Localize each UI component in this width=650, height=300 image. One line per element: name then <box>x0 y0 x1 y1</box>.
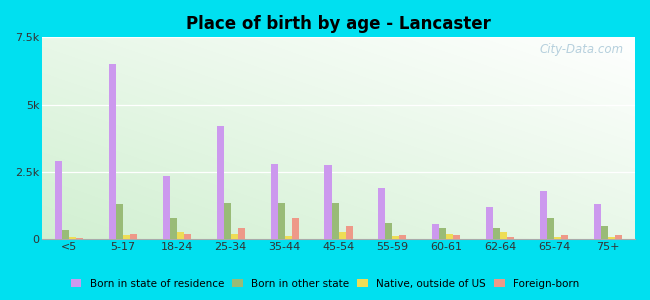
Bar <box>507 237 514 239</box>
Bar <box>601 226 608 239</box>
Bar <box>55 161 62 239</box>
Bar <box>170 218 177 239</box>
Bar <box>378 188 385 239</box>
Bar <box>177 232 184 239</box>
Bar <box>130 234 137 239</box>
Bar <box>278 203 285 239</box>
Bar <box>339 232 346 239</box>
Bar <box>608 237 615 239</box>
Bar <box>547 218 554 239</box>
Bar <box>324 165 332 239</box>
Legend: Born in state of residence, Born in other state, Native, outside of US, Foreign-: Born in state of residence, Born in othe… <box>68 275 582 292</box>
Bar <box>123 235 130 239</box>
Bar <box>594 204 601 239</box>
Bar <box>453 235 460 239</box>
Bar <box>439 229 447 239</box>
Bar <box>231 234 238 239</box>
Bar <box>238 229 244 239</box>
Bar <box>62 230 69 239</box>
Bar <box>216 126 224 239</box>
Bar <box>270 164 278 239</box>
Bar <box>224 203 231 239</box>
Bar <box>184 234 191 239</box>
Bar <box>292 218 298 239</box>
Bar <box>385 223 393 239</box>
Bar <box>393 236 400 239</box>
Bar <box>432 224 439 239</box>
Bar <box>69 237 76 239</box>
Title: Place of birth by age - Lancaster: Place of birth by age - Lancaster <box>186 15 491 33</box>
Bar <box>500 232 507 239</box>
Bar <box>332 203 339 239</box>
Bar <box>486 207 493 239</box>
Bar <box>561 235 568 239</box>
Bar <box>540 191 547 239</box>
Bar <box>76 238 83 239</box>
Bar <box>285 236 292 239</box>
Bar <box>116 204 123 239</box>
Bar <box>109 64 116 239</box>
Bar <box>615 235 622 239</box>
Bar <box>554 237 561 239</box>
Bar <box>346 226 352 239</box>
Bar <box>447 234 453 239</box>
Bar <box>493 229 501 239</box>
Bar <box>400 235 406 239</box>
Text: City-Data.com: City-Data.com <box>539 44 623 56</box>
Bar <box>162 176 170 239</box>
